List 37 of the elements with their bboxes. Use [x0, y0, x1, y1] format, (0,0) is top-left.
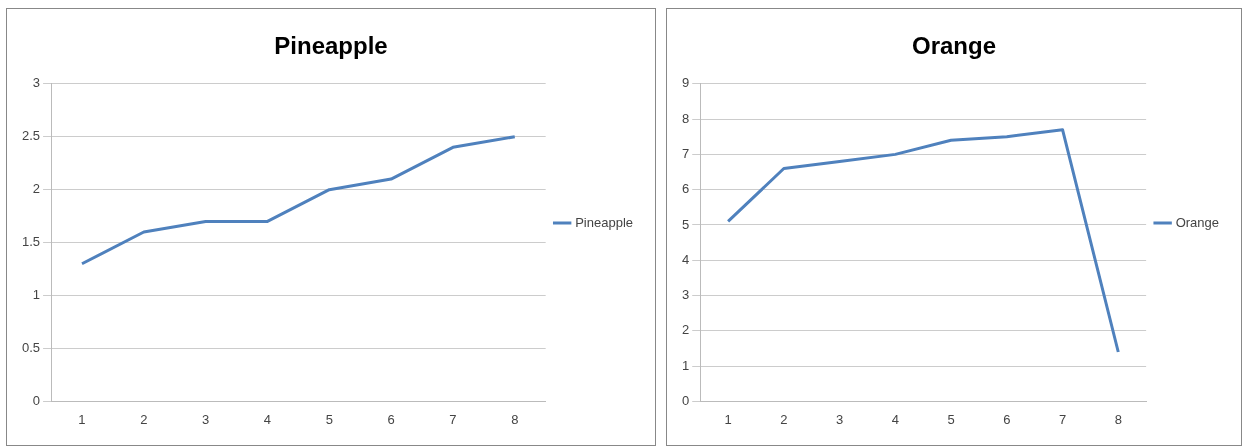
x-tick-label: 2 [140, 411, 148, 427]
x-tick-label: 3 [835, 411, 844, 427]
chart-title: Pineapple [274, 32, 388, 60]
y-tick-label: 9 [682, 75, 690, 91]
y-tick-label: 4 [682, 251, 690, 267]
y-tick-label: 6 [682, 181, 690, 197]
x-tick-label: 7 [449, 411, 457, 427]
legend-label: Orange [1175, 214, 1220, 230]
chart-title: Orange [911, 32, 997, 60]
y-tick-label: 3 [32, 75, 41, 91]
y-tick-label: 0.5 [21, 340, 41, 356]
x-tick-label: 4 [263, 411, 272, 427]
x-tick-label: 7 [1058, 411, 1067, 427]
x-tick-label: 1 [724, 411, 732, 427]
x-tick-label: 8 [511, 411, 519, 427]
legend-label: Pineapple [575, 214, 633, 230]
x-tick-label: 6 [387, 411, 395, 427]
y-tick-label: 1 [682, 357, 690, 373]
x-tick-label: 3 [202, 411, 210, 427]
y-tick-label: 3 [682, 287, 690, 303]
x-tick-label: 5 [325, 411, 333, 427]
y-tick-label: 2 [32, 181, 41, 197]
x-tick-label: 5 [947, 411, 955, 427]
y-tick-label: 1 [32, 287, 41, 303]
y-tick-label: 5 [682, 216, 690, 232]
x-tick-label: 8 [1114, 411, 1122, 427]
y-tick-label: 0 [682, 392, 690, 408]
x-tick-label: 6 [1003, 411, 1011, 427]
y-tick-label: 0 [32, 392, 41, 408]
y-tick-label: 1.5 [21, 234, 41, 250]
y-tick-label: 7 [682, 145, 690, 161]
y-tick-label: 8 [682, 110, 690, 126]
y-tick-label: 2 [682, 322, 690, 338]
x-tick-label: 1 [78, 411, 86, 427]
x-tick-label: 4 [891, 411, 899, 427]
x-tick-label: 2 [780, 411, 788, 427]
y-tick-label: 2.5 [21, 128, 41, 144]
